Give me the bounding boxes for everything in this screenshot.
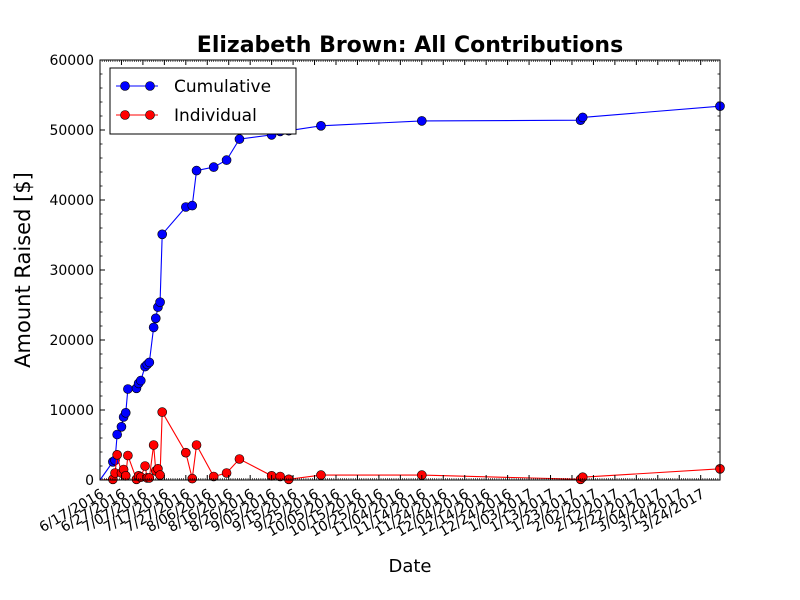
- cumulative-point: [148, 322, 159, 333]
- individual-point: [181, 447, 191, 458]
- plot-series-group: [99, 101, 725, 485]
- individual-point: [221, 468, 232, 478]
- cumulative-point: [208, 162, 219, 172]
- cumulative-point: [157, 229, 168, 240]
- legend-cumulative-marker: [120, 81, 130, 91]
- y-tick-label: 50000: [49, 123, 94, 139]
- cumulative-point: [155, 297, 165, 308]
- y-tick-label: 20000: [49, 333, 94, 349]
- individual-point: [157, 407, 168, 417]
- y-axis-ticks: 0 10000 20000 30000 40000 50000 60000: [49, 53, 720, 489]
- x-axis-label: Date: [388, 556, 431, 577]
- chart-title: Elizabeth Brown: All Contributions: [197, 33, 623, 58]
- cumulative-point: [150, 313, 161, 324]
- y-tick-label: 60000: [49, 53, 94, 69]
- cumulative-point: [135, 375, 146, 386]
- cumulative-point: [123, 384, 133, 394]
- cumulative-point: [144, 357, 155, 368]
- individual-point: [234, 454, 245, 464]
- legend: Cumulative Individual: [109, 67, 297, 135]
- cumulative-point: [577, 112, 588, 123]
- legend-individual-marker: [145, 110, 155, 120]
- cumulative-point: [187, 200, 198, 211]
- legend-box: [109, 67, 297, 135]
- cumulative-point: [120, 407, 131, 418]
- cumulative-point: [112, 429, 122, 440]
- plot-frame: [99, 59, 721, 481]
- cumulative-point: [116, 421, 127, 432]
- cumulative-point: [221, 155, 232, 165]
- legend-cumulative-label: Cumulative: [174, 77, 271, 97]
- cumulative-point: [234, 134, 245, 144]
- individual-point: [148, 440, 159, 450]
- cumulative-point: [416, 116, 427, 126]
- cumulative-point: [191, 165, 202, 176]
- y-tick-label: 0: [85, 473, 94, 489]
- legend-individual-label: Individual: [174, 106, 257, 126]
- individual-point: [140, 461, 150, 471]
- individual-point: [191, 440, 202, 450]
- individual-point: [123, 450, 133, 461]
- y-axis-label: Amount Raised [$]: [11, 172, 35, 368]
- legend-cumulative-marker: [145, 81, 155, 91]
- y-tick-label: 40000: [49, 193, 94, 209]
- y-tick-label: 10000: [49, 403, 94, 419]
- legend-individual-marker: [120, 110, 130, 120]
- individual-point: [144, 473, 155, 483]
- individual-point: [112, 449, 122, 460]
- cumulative-point: [316, 121, 326, 131]
- y-tick-label: 30000: [49, 263, 94, 279]
